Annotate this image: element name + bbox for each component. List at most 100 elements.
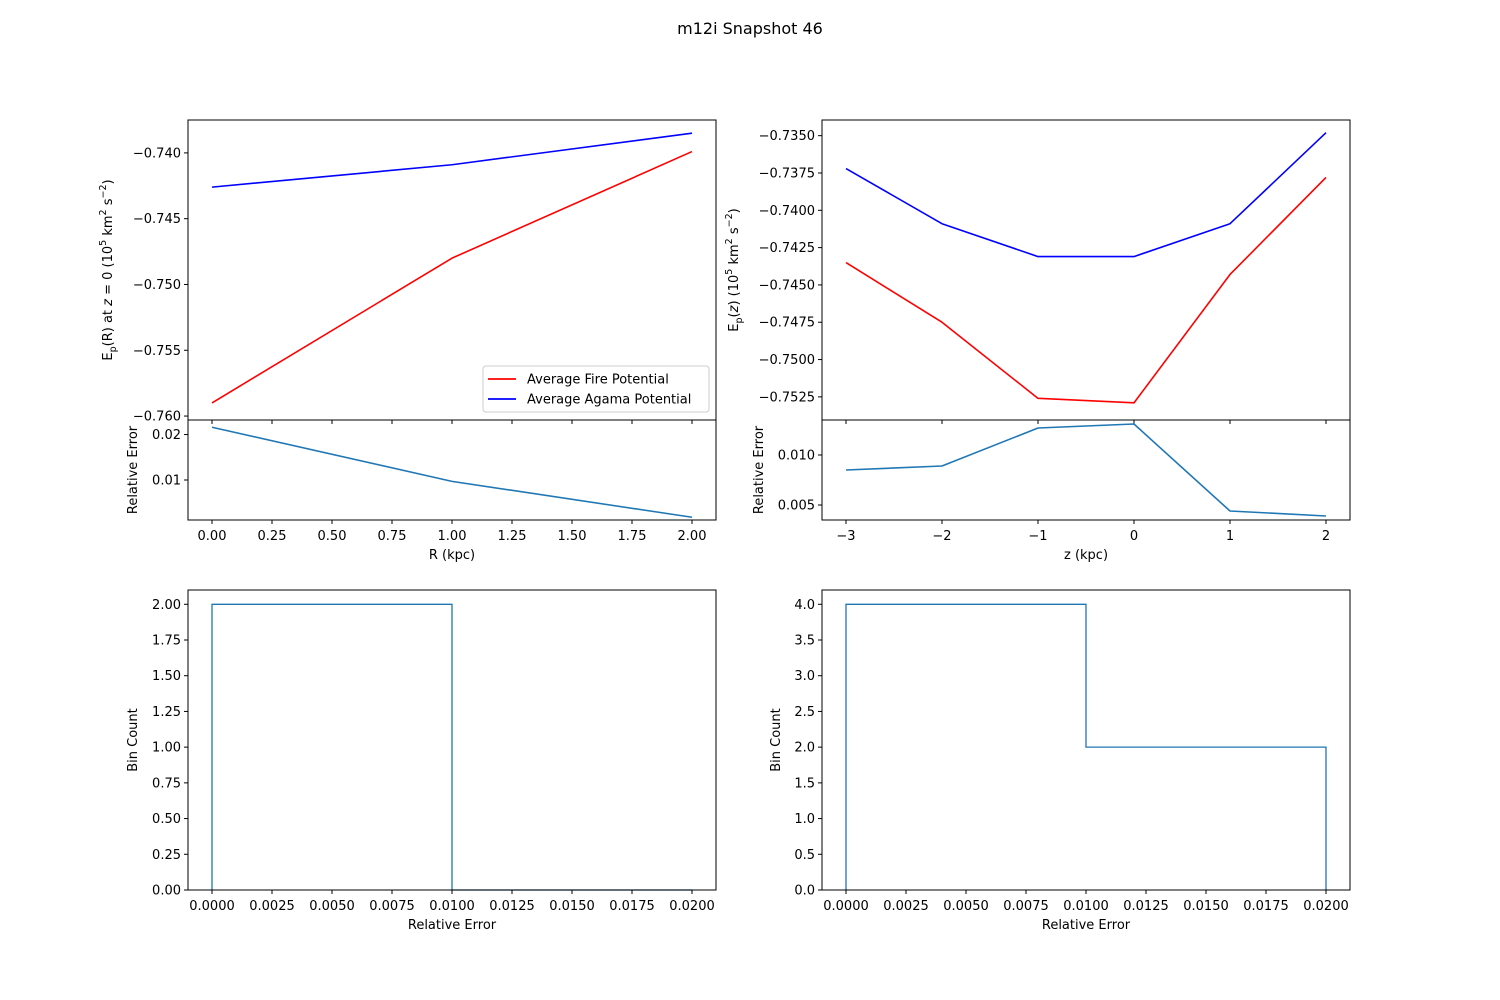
z_hist-ylabel: Bin Count: [769, 708, 784, 772]
legend-label: Average Agama Potential: [527, 393, 691, 408]
r_error-ylabel: Relative Error: [126, 425, 141, 514]
z_hist-xtick-label: 0.0075: [1003, 899, 1049, 914]
z_hist-xtick-label: 0.0125: [1123, 899, 1169, 914]
r_potential-ylabel-part: −2: [98, 184, 109, 198]
z_hist-xtick-label: 0.0175: [1243, 899, 1289, 914]
r_hist-xtick-label: 0.0125: [489, 899, 535, 914]
r_error-series: [211, 426, 693, 519]
r_hist-step: [211, 603, 692, 891]
r_potential-ytick-label: −0.760: [133, 410, 181, 425]
z_hist-ytick-label: 1.0: [794, 812, 815, 827]
r_hist-ytick-label: 0.75: [152, 776, 181, 791]
z_error-ylabel: Relative Error: [752, 425, 767, 514]
r_hist-xtick-label: 0.0100: [429, 899, 475, 914]
r_hist-xtick-label: 0.0200: [669, 899, 715, 914]
z_error-xtick-label: −3: [836, 529, 855, 544]
r_hist-ytick-label: 1.25: [152, 705, 181, 720]
r_potential-ylabel-part: p: [108, 346, 119, 352]
z_potential-ytick-label: −0.7425: [759, 241, 815, 256]
r_error-ytick-label: 0.01: [152, 474, 181, 489]
z_error-ytick-label: 0.005: [778, 499, 815, 514]
r_hist-ytick-label: 0.25: [152, 848, 181, 863]
r_potential-ylabel-part: 5: [98, 240, 109, 246]
r_potential-ylabel-part: E: [101, 352, 116, 360]
z_potential-ylabel-part: p: [734, 317, 745, 323]
r_error-xtick-label: 1.25: [498, 529, 527, 544]
z_hist-xtick-label: 0.0000: [823, 899, 869, 914]
r_hist-ytick-label: 2.00: [152, 598, 181, 613]
r_potential-ytick-label: −0.740: [133, 146, 181, 161]
z_potential-ytick-label: −0.7500: [759, 353, 815, 368]
r_potential-ylabel: Ep(R) at z = 0 (105 km2 s−2): [98, 179, 119, 360]
z_error-xlabel: z (kpc): [1064, 548, 1108, 563]
z_hist-xtick-label: 0.0050: [943, 899, 989, 914]
z_hist-ytick-label: 2.0: [794, 741, 815, 756]
z_hist-ytick-label: 4.0: [794, 598, 815, 613]
z_hist-ytick-label: 0.0: [794, 884, 815, 899]
r_error-xtick-label: 2.00: [678, 529, 707, 544]
r_hist-xtick-label: 0.0075: [369, 899, 415, 914]
z_error-series: [845, 423, 1327, 517]
r_potential-ylabel-part: ): [101, 179, 116, 184]
r_potential-ylabel-part: = 0 (10: [101, 246, 116, 299]
r_hist-ylabel: Bin Count: [126, 708, 141, 772]
z_hist-step: [845, 603, 1327, 890]
legend-label: Average Fire Potential: [527, 373, 669, 388]
z_potential-ylabel: Ep(z) (105 km2 s−2): [724, 208, 745, 331]
r_potential-series-fire: [211, 150, 693, 404]
z_hist-ytick-label: 3.5: [794, 634, 815, 649]
z_error-xtick-label: 1: [1226, 529, 1234, 544]
z_potential-ylabel-part: z: [727, 304, 742, 313]
z_potential-frame: [821, 119, 1351, 421]
z_hist-xtick-label: 0.0200: [1303, 899, 1349, 914]
r_error-xtick-label: 1.50: [558, 529, 587, 544]
r_potential-ylabel-part: km: [101, 215, 116, 239]
z_hist-xlabel: Relative Error: [1042, 918, 1131, 933]
z_hist-ytick-label: 3.0: [794, 669, 815, 684]
r_hist-xlabel: Relative Error: [408, 918, 497, 933]
z_potential-ylabel-part: E: [727, 323, 742, 331]
z_potential-ylabel-part: (: [727, 312, 742, 317]
z_potential-ytick-label: −0.7375: [759, 166, 815, 181]
z_error-frame: [821, 419, 1351, 521]
r_error-xtick-label: 0.75: [378, 529, 407, 544]
legend-box: [482, 365, 710, 413]
r_error-ytick-label: 0.02: [152, 428, 181, 443]
r_potential-ytick-label: −0.755: [133, 344, 181, 359]
z_potential-series-fire: [845, 176, 1327, 404]
r_error-xtick-label: 0.50: [318, 529, 347, 544]
z_potential-ylabel-part: km: [727, 244, 742, 268]
z_hist-xtick-label: 0.0025: [883, 899, 929, 914]
r_error-xtick-label: 0.00: [198, 529, 227, 544]
z_error-xtick-label: 2: [1322, 529, 1330, 544]
r_hist-ytick-label: 0.00: [152, 884, 181, 899]
z_potential-ylabel-part: 5: [724, 269, 735, 275]
z_hist-ytick-label: 2.5: [794, 705, 815, 720]
z_potential-ytick-label: −0.7350: [759, 129, 815, 144]
r_hist-xtick-label: 0.0050: [309, 899, 355, 914]
r_hist-ytick-label: 1.50: [152, 669, 181, 684]
r_potential-ylabel-part: s: [101, 198, 116, 209]
z_potential-ytick-label: −0.7525: [759, 390, 815, 405]
r_hist-xtick-label: 0.0025: [249, 899, 295, 914]
z_potential-ylabel-part: −2: [724, 213, 735, 227]
r_error-xlabel: R (kpc): [429, 548, 475, 563]
z_potential-ylabel-part: 2: [724, 238, 735, 244]
z_potential-ytick-label: −0.7400: [759, 204, 815, 219]
r_hist-xtick-label: 0.0000: [189, 899, 235, 914]
r_potential-ylabel-part: 2: [98, 209, 109, 215]
z_error-ytick-label: 0.010: [778, 449, 815, 464]
r_potential-ylabel-part: (R) at: [101, 306, 116, 347]
z_hist-ytick-label: 0.5: [794, 848, 815, 863]
r_hist-ytick-label: 1.75: [152, 634, 181, 649]
z_error-xtick-label: −2: [932, 529, 951, 544]
z_potential-ylabel-part: ) (10: [727, 275, 742, 306]
z_potential-ytick-label: −0.7450: [759, 278, 815, 293]
r_potential-ytick-label: −0.745: [133, 212, 181, 227]
r_potential-ylabel-part: z: [101, 298, 116, 307]
r_error-xtick-label: 0.25: [258, 529, 287, 544]
figure-title: m12i Snapshot 46: [677, 19, 823, 38]
z_error-xtick-label: 0: [1130, 529, 1138, 544]
